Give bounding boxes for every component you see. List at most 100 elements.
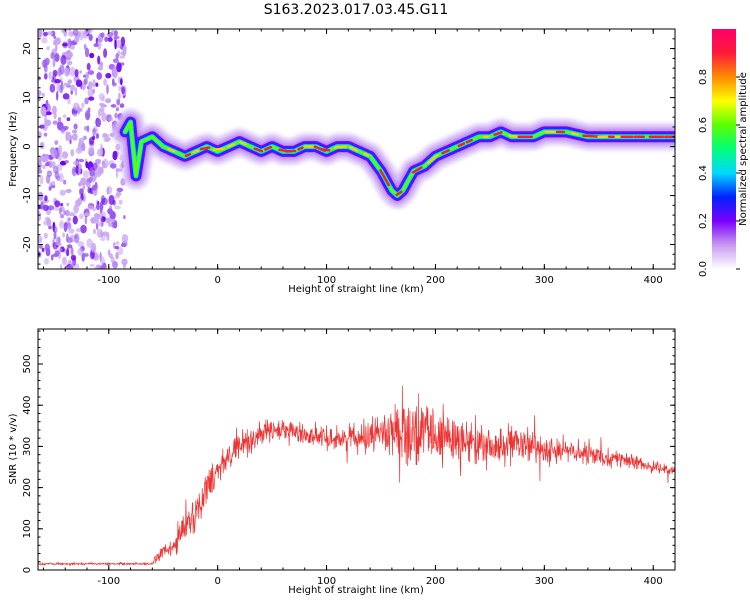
noise-speckle bbox=[87, 88, 94, 98]
noise-speckle bbox=[39, 155, 46, 161]
noise-speckle bbox=[58, 247, 63, 252]
noise-speckle bbox=[57, 145, 63, 155]
noise-speckle bbox=[54, 37, 61, 45]
y-tick-label: 20 bbox=[22, 42, 33, 55]
noise-speckle bbox=[62, 93, 70, 100]
noise-speckle bbox=[82, 170, 89, 178]
ridge-peak-segment bbox=[493, 130, 503, 136]
noise-speckle bbox=[44, 73, 48, 80]
noise-speckle bbox=[66, 202, 69, 207]
noise-speckle bbox=[69, 84, 76, 92]
ridge-peak-segment bbox=[379, 169, 390, 187]
y-tick-label: 300 bbox=[22, 437, 33, 456]
noise-speckle bbox=[123, 215, 126, 220]
noise-speckle bbox=[66, 117, 71, 122]
noise-speckle bbox=[115, 252, 119, 260]
noise-speckle bbox=[116, 98, 121, 106]
noise-speckle bbox=[112, 78, 115, 85]
noise-speckle bbox=[71, 129, 78, 134]
noise-speckle bbox=[105, 137, 111, 141]
noise-speckle bbox=[101, 197, 108, 206]
noise-speckle bbox=[99, 256, 105, 266]
noise-speckle bbox=[54, 250, 60, 256]
x-tick-label: 200 bbox=[426, 576, 445, 587]
noise-speckle bbox=[38, 211, 42, 222]
noise-speckle bbox=[113, 30, 118, 37]
noise-speckle bbox=[54, 206, 59, 212]
noise-speckle bbox=[80, 177, 87, 186]
noise-speckle bbox=[110, 163, 117, 169]
noise-speckle bbox=[50, 254, 54, 261]
ridge-peak-segment bbox=[226, 142, 236, 149]
noise-speckle bbox=[40, 201, 44, 210]
noise-speckle bbox=[42, 122, 48, 131]
noise-speckle bbox=[83, 43, 87, 50]
y-tick-label: 200 bbox=[22, 478, 33, 497]
noise-speckle bbox=[85, 161, 89, 169]
noise-speckle bbox=[108, 208, 114, 216]
noise-speckle bbox=[64, 160, 69, 164]
noise-speckle bbox=[66, 248, 70, 257]
noise-speckle bbox=[38, 161, 43, 168]
noise-speckle bbox=[67, 79, 73, 84]
noise-speckle bbox=[75, 228, 81, 233]
noise-speckle bbox=[45, 162, 50, 167]
ridge-peak-segment bbox=[184, 152, 192, 158]
noise-speckle bbox=[80, 224, 87, 234]
noise-speckle bbox=[40, 106, 47, 117]
noise-speckle bbox=[119, 55, 125, 59]
colorbar-ticks: 0.0 0.2 0.4 0.6 0.8 bbox=[698, 69, 740, 277]
noise-speckle bbox=[41, 92, 45, 98]
noise-speckle bbox=[111, 29, 115, 33]
noise-speckle bbox=[117, 246, 124, 256]
noise-speckle bbox=[116, 187, 124, 193]
noise-speckle bbox=[43, 31, 48, 37]
ridge-peak-segment bbox=[441, 149, 450, 155]
x-tick-label: 300 bbox=[535, 275, 554, 286]
noise-speckle bbox=[66, 222, 72, 230]
noise-speckle bbox=[107, 37, 113, 42]
noise-speckle bbox=[62, 232, 66, 238]
noise-speckle bbox=[52, 69, 58, 77]
ridge-peak-segment bbox=[167, 147, 176, 153]
noise-speckle bbox=[115, 191, 122, 197]
noise-speckle bbox=[78, 141, 83, 149]
noise-speckle bbox=[70, 247, 74, 256]
noise-speckle bbox=[108, 253, 113, 259]
noise-speckle bbox=[66, 60, 73, 66]
noise-speckle bbox=[44, 57, 50, 66]
noise-speckle bbox=[84, 47, 90, 58]
noise-speckle bbox=[44, 258, 49, 265]
noise-speckle bbox=[38, 235, 43, 244]
noise-speckle bbox=[53, 165, 59, 174]
noise-speckle bbox=[105, 218, 110, 224]
snr-series-line bbox=[38, 385, 675, 567]
colorbar-tick-label: 0.4 bbox=[698, 165, 709, 181]
noise-speckle bbox=[38, 96, 41, 102]
noise-speckle bbox=[98, 102, 105, 106]
noise-speckle bbox=[38, 205, 42, 210]
noise-speckle bbox=[87, 187, 92, 194]
spectrogram-xlabel: Height of straight line (km) bbox=[288, 284, 424, 295]
noise-speckle bbox=[77, 197, 83, 206]
ridge-core bbox=[119, 116, 675, 201]
noise-speckle bbox=[72, 215, 78, 225]
noise-speckle bbox=[102, 163, 107, 169]
x-tick-label: -100 bbox=[97, 576, 120, 587]
ridge-peak-segment bbox=[349, 146, 359, 152]
noise-speckle bbox=[63, 179, 67, 185]
noise-speckle bbox=[115, 107, 120, 112]
noise-speckle bbox=[114, 39, 117, 50]
noise-speckle bbox=[56, 90, 59, 101]
noise-speckle bbox=[43, 63, 48, 73]
noise-speckle bbox=[105, 72, 112, 79]
noise-speckle bbox=[77, 32, 82, 38]
noise-speckle bbox=[115, 168, 119, 179]
noise-speckle bbox=[81, 102, 85, 109]
noise-speckle bbox=[62, 43, 68, 47]
ridge-peak-segment bbox=[192, 149, 200, 154]
noise-speckle bbox=[45, 111, 52, 116]
ridge-peak-segment bbox=[264, 145, 272, 151]
noise-speckle bbox=[83, 253, 89, 257]
